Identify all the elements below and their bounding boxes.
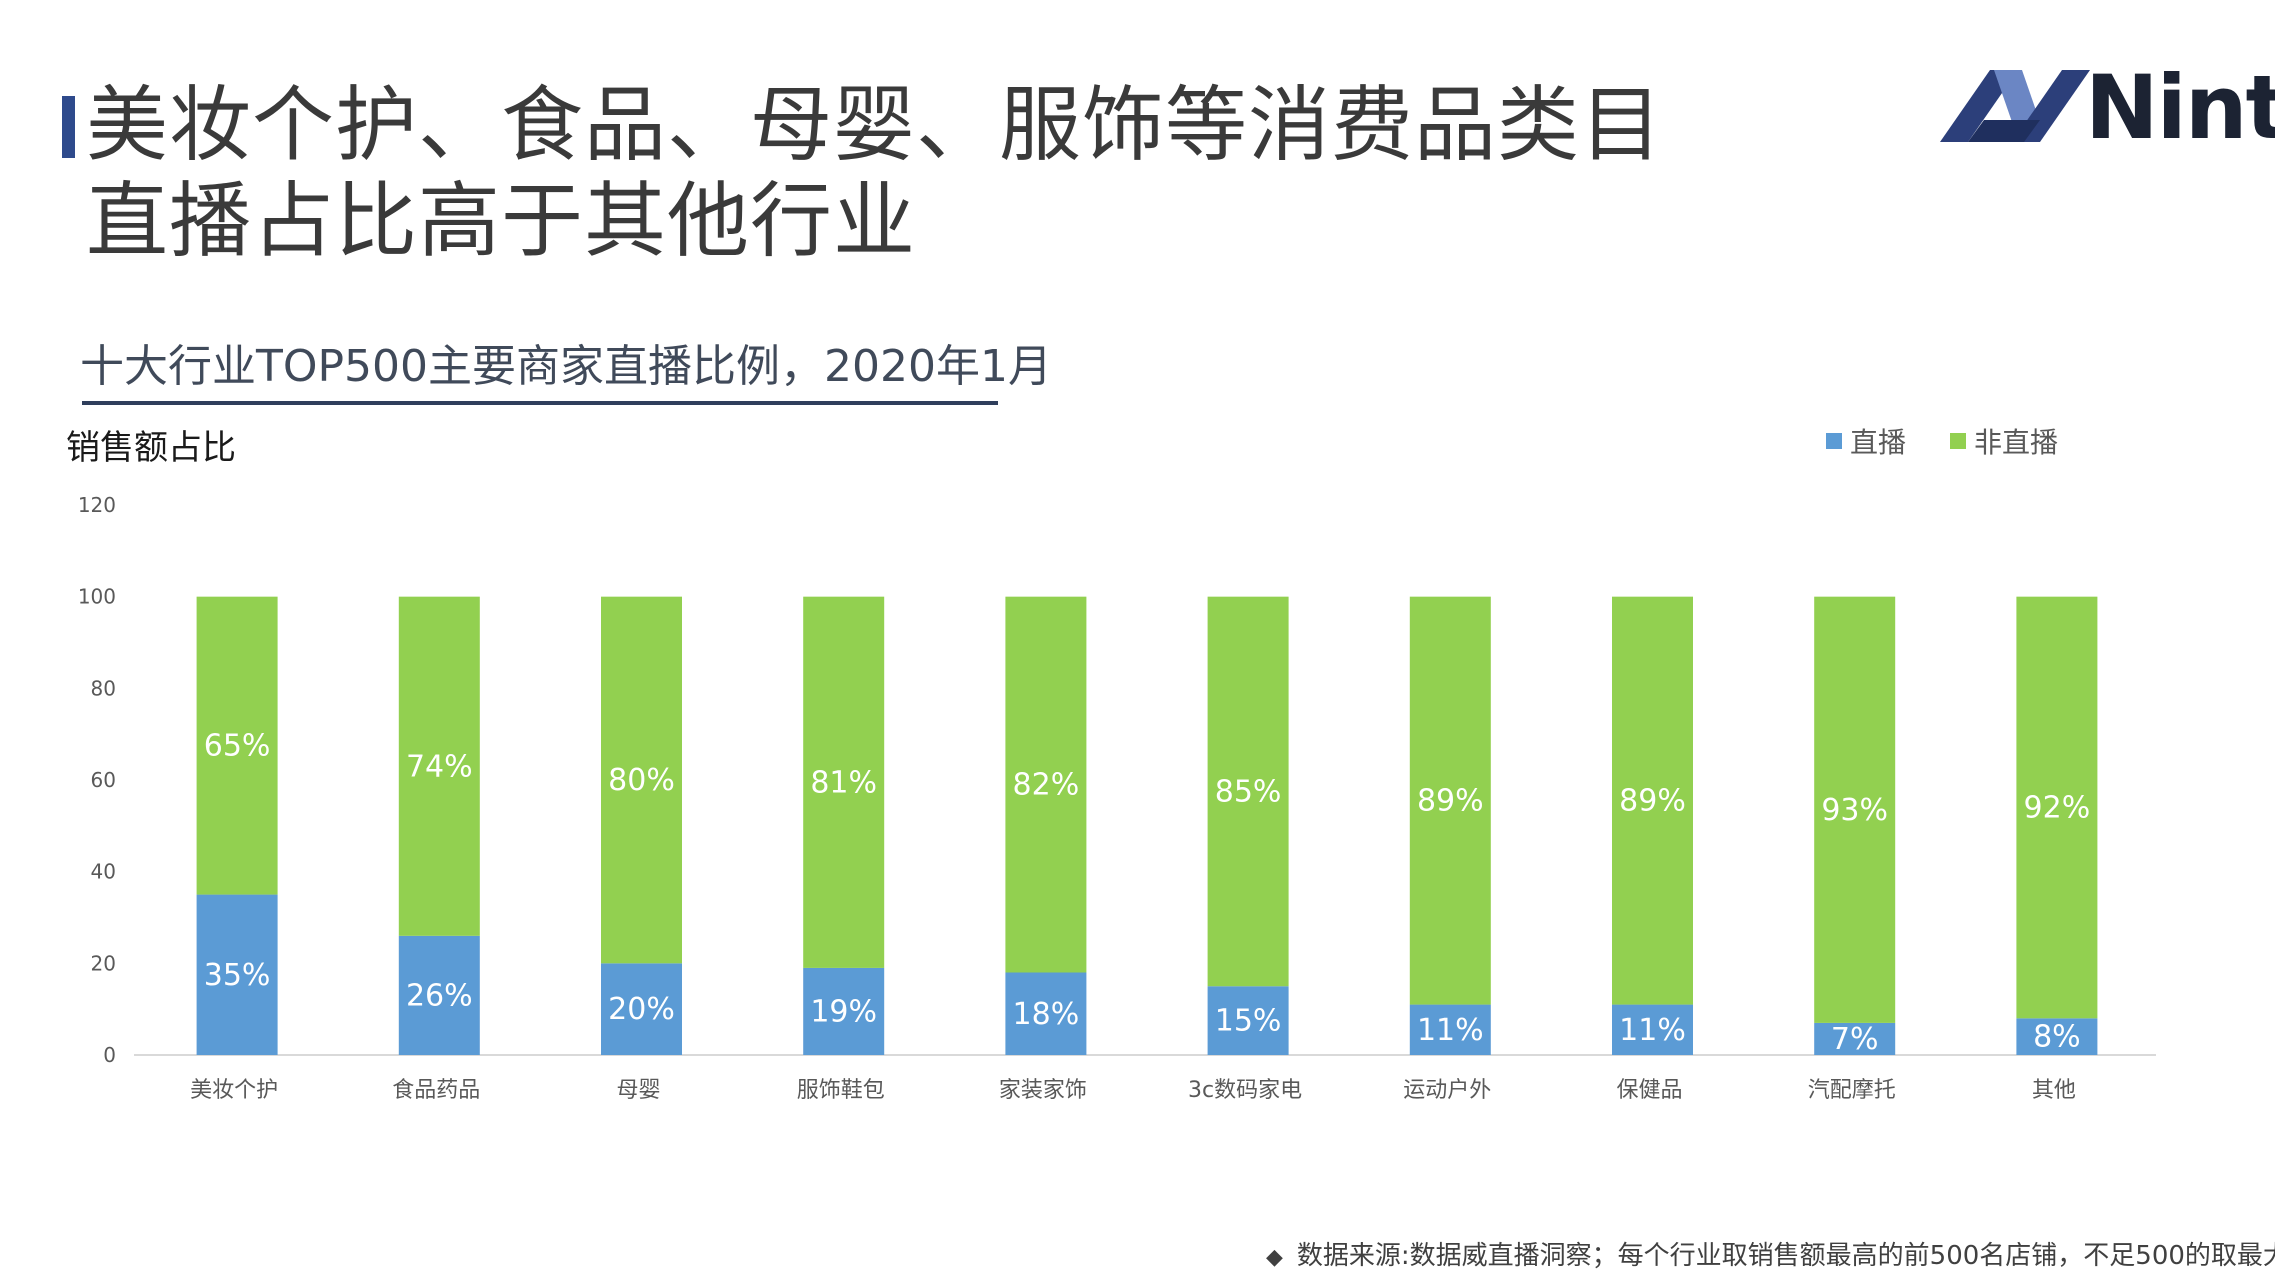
x-category-label: 保健品: [1616, 1078, 1682, 1103]
page-title-line-2: 直播占比高于其他行业: [86, 174, 917, 269]
bar-live: [2016, 1018, 2098, 1055]
data-label-nonlive: 80%: [608, 763, 675, 798]
x-category-label: 服饰鞋包: [797, 1078, 885, 1103]
bar-nonlive: [1814, 596, 1896, 1023]
x-category-label: 汽配摩托: [1808, 1078, 1896, 1103]
bar-live: [398, 935, 480, 1055]
page-title-line-1: 美妆个护、食品、母婴、服饰等消费品类目: [86, 78, 1664, 173]
y-axis-title: 销售额占比: [66, 428, 236, 468]
subtitle-underline: [82, 401, 998, 405]
bar-live: [1005, 972, 1087, 1055]
page-title: 美妆个护、食品、母婴、服饰等消费品类目 直播占比高于其他行业: [86, 78, 1663, 270]
bar-nonlive: [1207, 596, 1289, 987]
bar-live: [1409, 1004, 1491, 1055]
footnote: ◆ 数据来源:数据威直播洞察；每个行业取销售额最高的前500名店铺，不足500的取…: [1266, 1235, 2275, 1272]
data-label-nonlive: 74%: [406, 749, 473, 784]
chart-legend: 直播 非直播: [1826, 421, 2102, 461]
y-tick-label: 40: [91, 860, 116, 884]
x-category-label: 美妆个护: [190, 1078, 278, 1103]
y-tick-label: 20: [91, 951, 116, 975]
data-label-live: 20%: [608, 992, 675, 1027]
footnote-diamond-icon: ◆: [1266, 1245, 1283, 1270]
bar-live: [196, 894, 278, 1055]
y-tick-label: 60: [91, 768, 116, 792]
legend-label-nonlive: 非直播: [1974, 426, 2059, 459]
legend-item-live: 直播: [1826, 421, 1906, 461]
data-label-nonlive: 93%: [1821, 793, 1888, 828]
bar-live: [1814, 1022, 1896, 1055]
data-label-nonlive: 81%: [810, 765, 877, 800]
data-label-nonlive: 82%: [1013, 768, 1080, 803]
x-category-label: 其他: [2032, 1078, 2076, 1103]
x-category-label: 运动户外: [1403, 1078, 1491, 1103]
legend-swatch-nonlive: [1950, 433, 1967, 449]
x-category-label: 家装家饰: [999, 1078, 1087, 1103]
title-accent-bar: [62, 96, 75, 158]
data-label-nonlive: 92%: [2024, 791, 2091, 826]
bar-nonlive: [1005, 596, 1087, 973]
data-label-live: 8%: [2033, 1020, 2081, 1055]
data-label-live: 11%: [1619, 1013, 1686, 1048]
data-label-nonlive: 89%: [1417, 784, 1484, 819]
legend-label-live: 直播: [1850, 426, 1907, 459]
x-category-label: 3c数码家电: [1188, 1078, 1302, 1103]
data-label-live: 18%: [1013, 997, 1080, 1032]
nint-logo-mark: [1940, 70, 2090, 142]
legend-item-nonlive: 非直播: [1950, 421, 2058, 461]
bar-nonlive: [398, 596, 480, 936]
data-label-live: 11%: [1417, 1013, 1484, 1048]
bar-live: [601, 963, 682, 1055]
bar-nonlive: [601, 596, 682, 964]
y-tick-label: 120: [78, 493, 116, 517]
y-tick-label: 0: [103, 1043, 116, 1067]
chart-subtitle: 十大行业TOP500主要商家直播比例，2020年1月: [80, 341, 1052, 392]
footnote-text: 数据来源:数据威直播洞察；每个行业取销售额最高的前500名店铺，不足500的取最…: [1296, 1241, 2275, 1271]
x-category-label: 食品药品: [392, 1078, 480, 1103]
data-label-nonlive: 85%: [1215, 774, 1282, 809]
y-tick-label: 80: [91, 676, 116, 700]
bar-nonlive: [2016, 596, 2098, 1019]
x-category-label: 母婴: [616, 1078, 660, 1103]
bar-live: [1612, 1004, 1693, 1055]
data-label-nonlive: 89%: [1619, 784, 1686, 819]
nint-logo-text: Nint: [2085, 56, 2275, 159]
data-label-live: 35%: [204, 958, 271, 993]
bar-nonlive: [1409, 596, 1491, 1005]
bar-nonlive: [1612, 596, 1693, 1005]
legend-swatch-live: [1826, 433, 1842, 449]
bar-live: [1207, 986, 1289, 1055]
data-label-nonlive: 65%: [204, 729, 271, 764]
data-label-live: 19%: [810, 994, 877, 1029]
data-label-live: 26%: [406, 978, 473, 1013]
y-tick-label: 100: [78, 585, 116, 609]
data-label-live: 7%: [1831, 1022, 1879, 1057]
bar-live: [803, 967, 885, 1055]
bar-nonlive: [196, 596, 278, 895]
data-label-live: 15%: [1215, 1004, 1282, 1039]
bar-nonlive: [803, 596, 885, 968]
